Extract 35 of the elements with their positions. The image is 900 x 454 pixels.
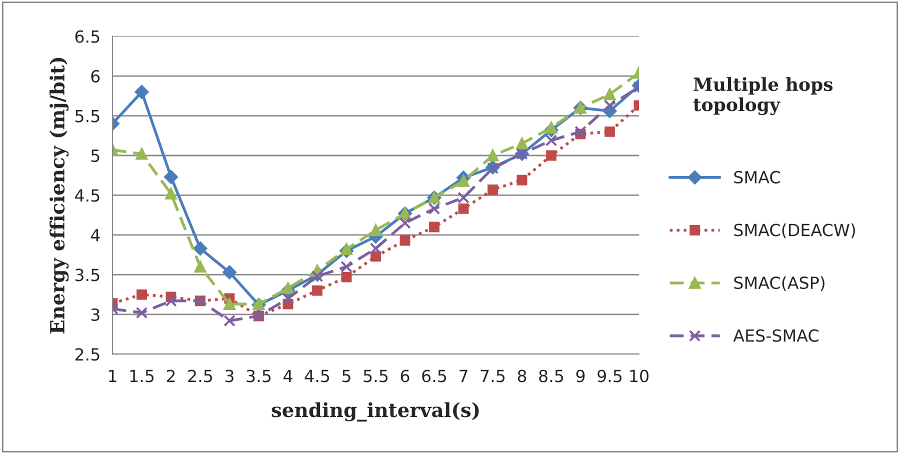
x-tick-label: 8 <box>518 370 526 382</box>
x-tick-label: 3.5 <box>246 370 271 382</box>
legend-label: SMAC(DEACW) <box>734 223 855 238</box>
y-tick-label: 6 <box>91 70 100 83</box>
y-tick-label: 2.5 <box>75 348 100 361</box>
x-tick-label: 7 <box>460 370 468 382</box>
x-tick-label: 2 <box>166 370 175 382</box>
y-tick-label: 3 <box>91 308 100 321</box>
y-tick-label: 4 <box>90 229 100 242</box>
legend-label: AES-SMAC <box>733 329 818 342</box>
y-tick-label: 4.5 <box>75 189 100 202</box>
x-tick-label: 4 <box>284 370 292 382</box>
x-tick-label: 6 <box>400 370 410 382</box>
x-tick-label: 6.5 <box>422 370 446 382</box>
y-tick-label: 6.5 <box>75 30 100 43</box>
x-tick-label: 9 <box>576 370 585 382</box>
x-axis-title: sending_interval(s) <box>272 402 479 422</box>
x-tick-label: 3 <box>225 370 234 382</box>
x-tick-label: 9.5 <box>598 370 622 382</box>
y-tick-label: 3.5 <box>75 268 100 282</box>
x-tick-label: 1 <box>109 370 116 382</box>
legend-label: SMAC <box>734 170 780 184</box>
y-axis-title: Energy efficiency (mj/bit) <box>50 58 69 334</box>
y-tick-label: 5.5 <box>75 110 100 122</box>
y-tick-label: 5 <box>91 150 100 162</box>
x-tick-label: 5.5 <box>364 370 388 382</box>
x-tick-label: 4.5 <box>304 370 330 382</box>
x-tick-label: 10 <box>630 370 648 382</box>
x-tick-label: 1.5 <box>130 370 154 382</box>
x-tick-label: 5 <box>342 370 350 382</box>
x-tick-label: 2.5 <box>188 370 212 382</box>
legend-title: Multiple hops topology <box>693 77 833 116</box>
x-tick-label: 7.5 <box>480 370 505 382</box>
x-tick-label: 8.5 <box>539 370 564 382</box>
legend-label: SMAC(ASP) <box>734 276 824 292</box>
